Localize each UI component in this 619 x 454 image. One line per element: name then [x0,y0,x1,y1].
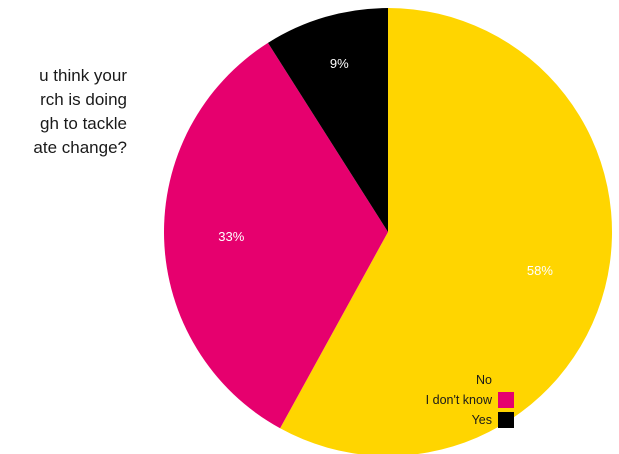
pie-label-yes: 9% [330,56,349,71]
legend-swatch-dont-know [498,392,514,408]
legend-item-dont-know: I don't know [380,390,514,410]
legend-item-no: No [380,370,514,390]
pie-label-no: 58% [527,263,553,278]
pie-label-dont-know: 33% [218,229,244,244]
legend-swatch-yes [498,412,514,428]
question-line-3: gh to tackle [40,114,127,133]
pie-slice-yes [267,7,388,232]
pie-slice-no [280,8,612,454]
question-line-1: u think your [39,66,127,85]
question-line-2: rch is doing [40,90,127,109]
legend-label-no: No [476,373,492,387]
question-line-4: ate change? [33,138,127,157]
chart-question-text: u think your rch is doing gh to tackle a… [0,64,127,160]
legend-label-dont-know: I don't know [425,393,492,407]
pie-slice-dont-know [164,42,388,429]
legend-label-yes: Yes [471,413,492,427]
legend-item-yes: Yes [380,410,514,430]
chart-legend: No I don't know Yes [380,370,514,430]
legend-swatch-no [498,372,514,388]
